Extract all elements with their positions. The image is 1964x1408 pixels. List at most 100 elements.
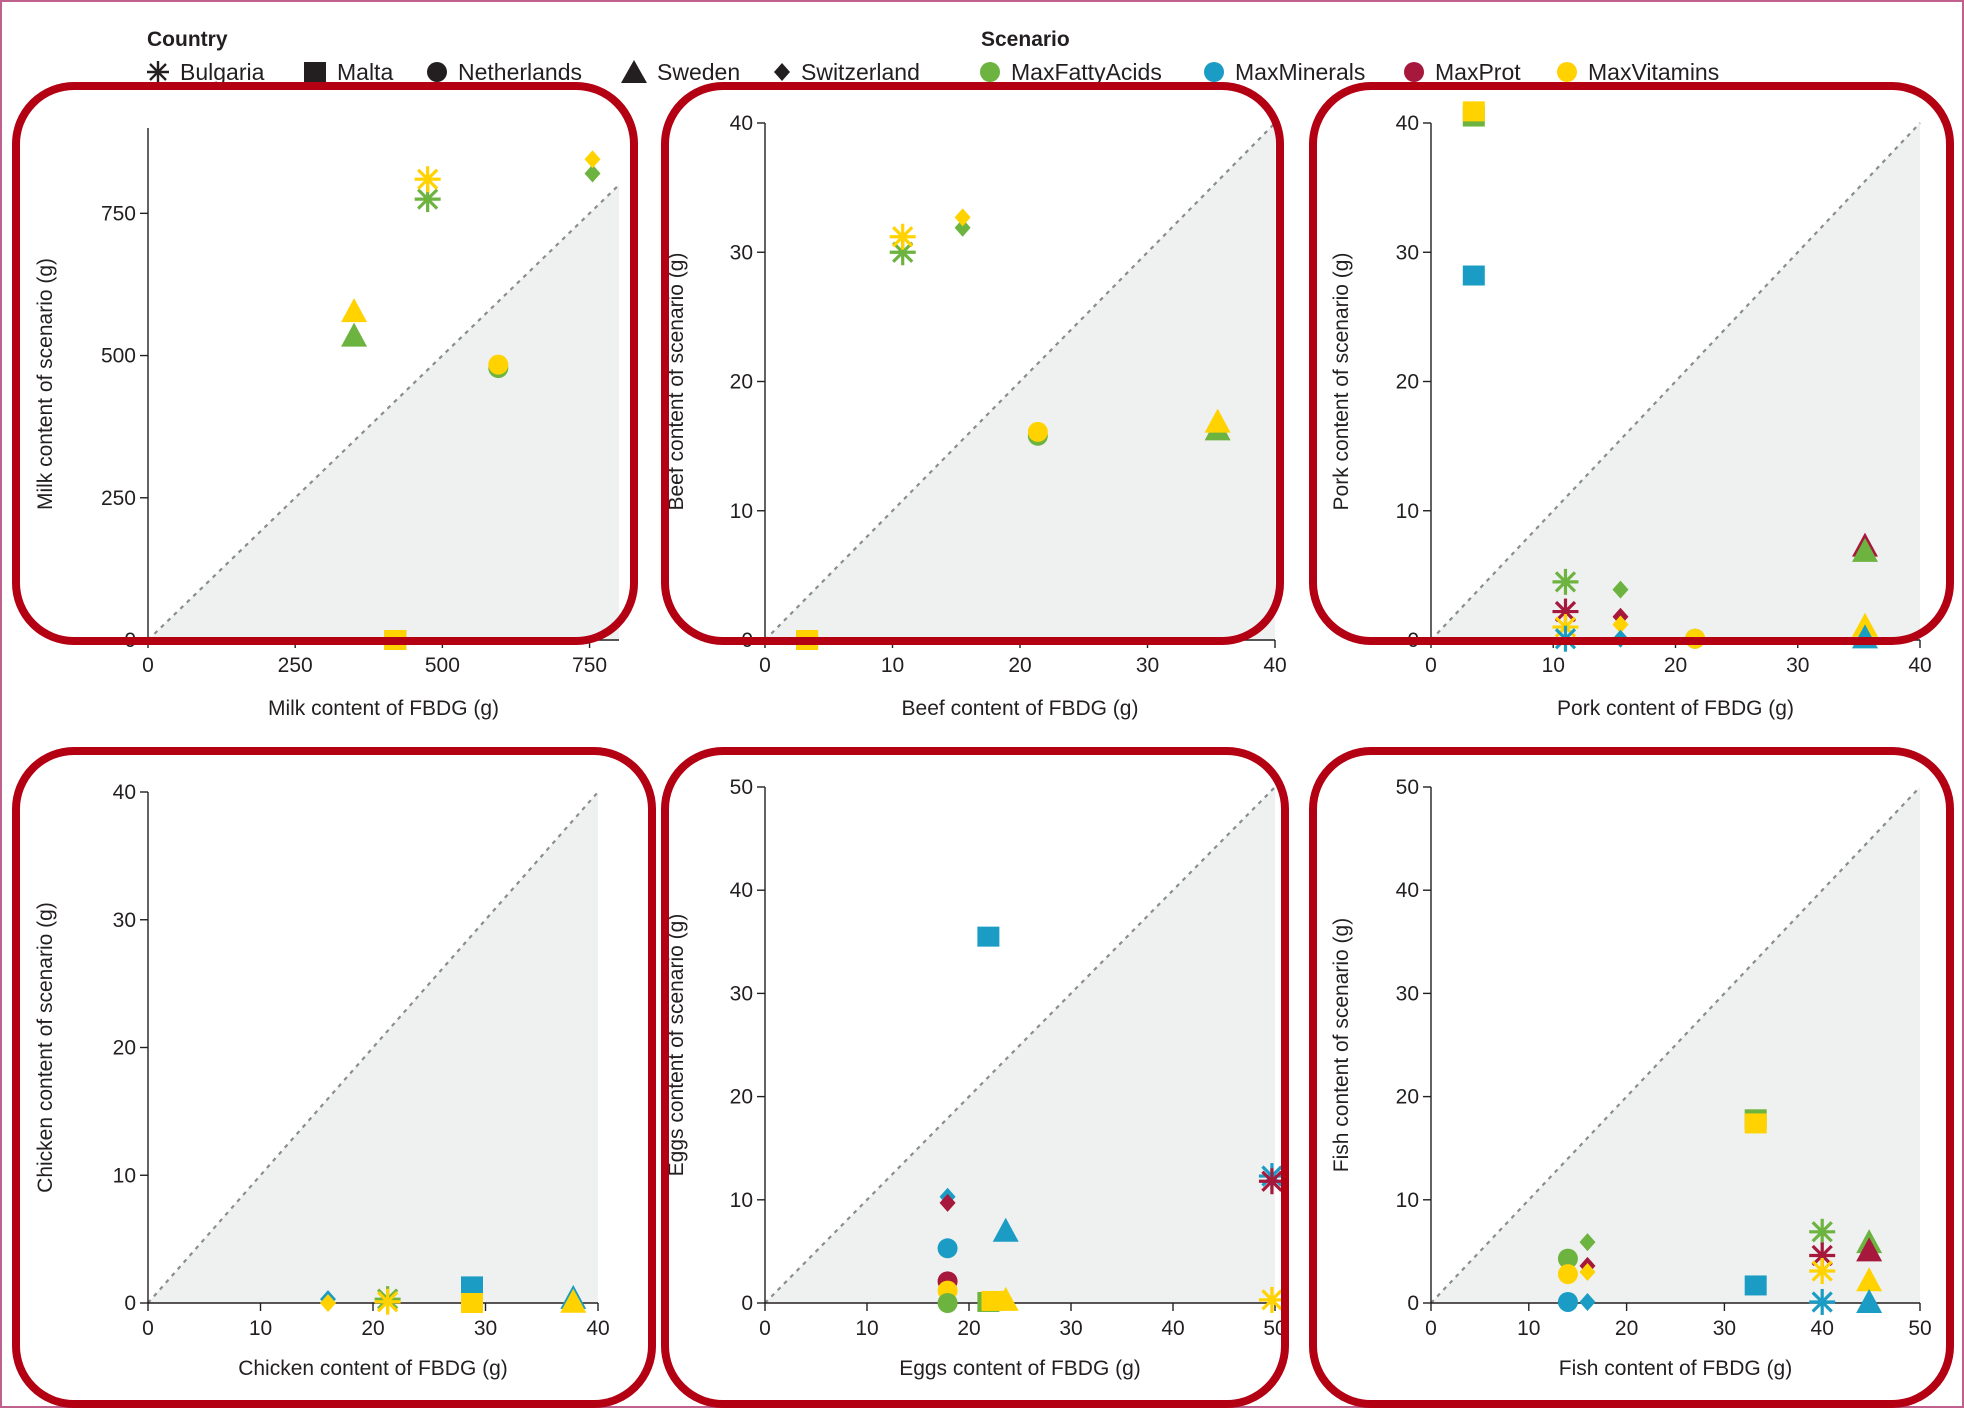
triangle-marker <box>1851 537 1878 562</box>
y-tick-label: 40 <box>1396 879 1419 902</box>
triangle-icon <box>621 60 647 83</box>
y-axis-title: Beef content of scenario (g) <box>665 253 688 511</box>
triangle-marker <box>1856 1267 1883 1292</box>
asterisk-icon <box>147 61 169 83</box>
highlight-frame <box>12 747 656 1408</box>
diamond-marker <box>320 1294 336 1312</box>
diamond-marker <box>1612 615 1629 634</box>
asterisk-marker <box>374 1288 401 1315</box>
y-tick-label: 0 <box>741 1292 753 1315</box>
y-tick-label: 10 <box>730 1189 753 1212</box>
x-tick-label: 10 <box>855 1317 878 1340</box>
legend-label: Netherlands <box>458 58 583 85</box>
legend-label: MaxMinerals <box>1235 58 1366 85</box>
x-tick-label: 30 <box>1786 654 1809 677</box>
circle-icon <box>1204 62 1224 82</box>
legend-item-netherlands: Netherlands <box>425 58 582 86</box>
legend-label: MaxVitamins <box>1588 58 1720 85</box>
x-tick-label: 0 <box>142 654 154 677</box>
x-tick-label: 0 <box>1425 1317 1437 1340</box>
y-tick-label: 30 <box>1396 241 1419 264</box>
highlight-frame <box>661 747 1289 1408</box>
triangle-marker <box>560 1288 587 1313</box>
x-tick-label: 40 <box>1161 1317 1184 1340</box>
x-axis-title: Beef content of FBDG (g) <box>902 697 1139 720</box>
y-tick-label: 750 <box>101 202 136 225</box>
y-tick-label: 20 <box>1396 1086 1419 1109</box>
y-tick-label: 250 <box>101 487 136 510</box>
square-marker <box>977 926 1000 947</box>
y-tick-label: 500 <box>101 345 136 368</box>
x-tick-label: 30 <box>474 1317 497 1340</box>
circle-icon <box>1404 62 1424 82</box>
x-tick-label: 10 <box>881 654 904 677</box>
diamond-marker <box>954 218 971 237</box>
x-tick-label: 20 <box>1615 1317 1638 1340</box>
x-tick-label: 10 <box>1542 654 1565 677</box>
y-tick-label: 20 <box>730 1086 753 1109</box>
y-tick-label: 30 <box>113 909 136 932</box>
y-axis-title: Chicken content of scenario (g) <box>34 902 57 1193</box>
y-tick-label: 40 <box>730 112 753 135</box>
x-tick-label: 40 <box>586 1317 609 1340</box>
triangle-marker <box>1856 1237 1883 1262</box>
y-tick-label: 0 <box>1407 1292 1419 1315</box>
x-tick-label: 40 <box>1908 654 1931 677</box>
x-tick-label: 750 <box>572 654 607 677</box>
asterisk-marker <box>414 166 441 193</box>
y-tick-label: 0 <box>124 1292 136 1315</box>
legend-label: Bulgaria <box>180 58 265 85</box>
diamond-icon <box>774 63 790 81</box>
highlight-frame <box>1309 82 1954 645</box>
triangle-marker <box>1204 408 1231 433</box>
legend-item-maxprot: MaxProt <box>1402 58 1521 86</box>
legend-label: MaxFattyAcids <box>1011 58 1162 85</box>
asterisk-marker <box>1258 1286 1285 1313</box>
identity-line <box>764 122 1276 641</box>
square-marker <box>461 1293 483 1313</box>
x-tick-label: 30 <box>1713 1317 1736 1340</box>
y-tick-label: 20 <box>730 371 753 394</box>
square-marker <box>1462 265 1485 286</box>
diamond-marker <box>1579 1292 1596 1311</box>
chart-chicken: 0 10 20 30 40 0 10 20 30 40 Chicken content of FBD… <box>12 747 656 1408</box>
circle-icon <box>980 62 1000 82</box>
identity-line <box>147 184 620 641</box>
legend-label: Switzerland <box>801 58 920 85</box>
x-tick-label: 50 <box>1263 1317 1286 1340</box>
asterisk-marker <box>1258 1168 1285 1195</box>
diamond-marker <box>584 164 601 183</box>
y-tick-label: 40 <box>730 879 753 902</box>
y-axis-title: Milk content of scenario (g) <box>34 258 57 510</box>
x-axis-title: Chicken content of FBDG (g) <box>238 1357 508 1380</box>
identity-line <box>147 791 599 1304</box>
identity-line <box>1430 786 1921 1304</box>
asterisk-marker <box>889 239 916 266</box>
x-tick-label: 20 <box>361 1317 384 1340</box>
square-marker <box>461 1276 483 1297</box>
x-tick-label: 0 <box>142 1317 154 1340</box>
circle-icon <box>427 62 447 82</box>
x-axis-title: Fish content of FBDG (g) <box>1559 1357 1792 1380</box>
diamond-marker <box>1612 580 1629 599</box>
y-tick-label: 10 <box>1396 1189 1419 1212</box>
x-axis-title: Pork content of FBDG (g) <box>1557 697 1794 720</box>
x-tick-label: 500 <box>425 654 460 677</box>
legend-item-sweden: Sweden <box>620 58 740 86</box>
triangle-marker <box>341 298 368 323</box>
legend-label: MaxProt <box>1435 58 1521 85</box>
diamond-marker <box>939 1193 956 1212</box>
x-tick-label: 20 <box>957 1317 980 1340</box>
x-tick-label: 20 <box>1008 654 1031 677</box>
diamond-marker <box>584 150 601 169</box>
asterisk-marker <box>1552 568 1579 595</box>
highlight-frame <box>661 82 1284 645</box>
triangle-marker <box>992 1217 1019 1242</box>
y-tick-label: 30 <box>730 241 753 264</box>
x-axis-title: Eggs content of FBDG (g) <box>899 1357 1141 1380</box>
x-tick-label: 10 <box>249 1317 272 1340</box>
y-axis-title: Eggs content of scenario (g) <box>665 914 688 1177</box>
circle-marker <box>937 1293 958 1313</box>
